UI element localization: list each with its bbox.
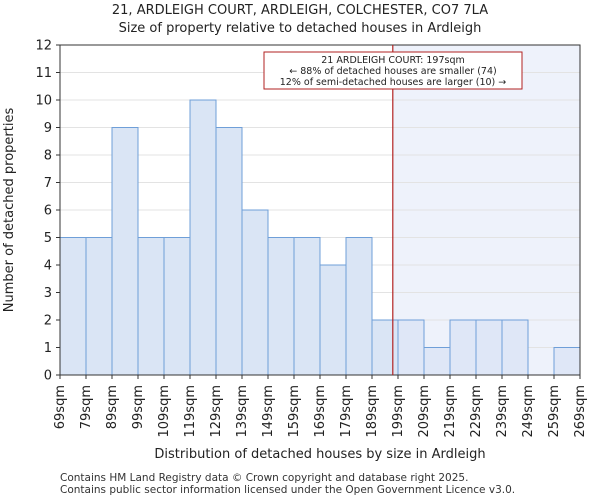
x-tick-label: 69sqm	[53, 385, 68, 429]
x-tick-label: 199sqm	[391, 385, 406, 438]
histogram-bar	[553, 347, 581, 376]
histogram-bar	[137, 237, 165, 376]
histogram-bar	[215, 127, 243, 376]
histogram-bar	[319, 264, 347, 376]
chart-title: 21, ARDLEIGH COURT, ARDLEIGH, COLCHESTER…	[111, 3, 489, 18]
y-tick-label: 8	[44, 149, 52, 164]
x-axis-label: Distribution of detached houses by size …	[154, 447, 485, 462]
chart-subtitle: Size of property relative to detached ho…	[118, 21, 482, 36]
annotation-line: 12% of semi-detached houses are larger (…	[280, 77, 507, 88]
histogram-bar	[163, 237, 191, 376]
y-tick-label: 2	[44, 314, 52, 329]
histogram-bar	[85, 237, 113, 376]
y-tick-label: 1	[44, 341, 52, 356]
histogram-bar	[267, 237, 295, 376]
histogram-bar	[241, 209, 269, 376]
y-tick-label: 9	[44, 121, 52, 136]
x-tick-label: 99sqm	[131, 385, 146, 429]
histogram-bar	[111, 127, 139, 376]
y-tick-label: 3	[44, 286, 52, 301]
x-tick-label: 269sqm	[573, 385, 588, 438]
y-tick-label: 6	[44, 204, 52, 219]
x-tick-label: 149sqm	[261, 385, 276, 438]
x-tick-label: 229sqm	[469, 385, 484, 438]
footer-line-2: Contains public sector information licen…	[60, 484, 516, 496]
annotation-box	[263, 51, 523, 90]
y-tick-label: 7	[44, 176, 52, 191]
x-tick-label: 259sqm	[547, 385, 562, 438]
histogram-bar	[475, 319, 503, 376]
histogram-bar	[345, 237, 373, 376]
x-tick-label: 109sqm	[157, 385, 172, 438]
histogram-bar	[189, 99, 217, 376]
annotation-line: 21 ARDLEIGH COURT: 197sqm	[321, 55, 464, 66]
y-tick-label: 4	[44, 259, 52, 274]
y-tick-label: 10	[35, 94, 52, 109]
x-tick-label: 139sqm	[235, 385, 250, 438]
x-tick-label: 119sqm	[183, 385, 198, 438]
x-tick-label: 79sqm	[79, 385, 94, 429]
annotation-line: ← 88% of detached houses are smaller (74…	[289, 66, 496, 77]
x-tick-label: 89sqm	[105, 385, 120, 429]
x-tick-label: 169sqm	[313, 385, 328, 438]
x-tick-label: 239sqm	[495, 385, 510, 438]
histogram-bar	[59, 237, 87, 376]
y-tick-label: 12	[35, 39, 52, 54]
y-tick-label: 5	[44, 231, 52, 246]
x-tick-label: 159sqm	[287, 385, 302, 438]
histogram-bar	[449, 319, 477, 376]
y-tick-label: 11	[35, 66, 52, 81]
x-tick-label: 179sqm	[339, 385, 354, 438]
x-tick-label: 249sqm	[521, 385, 536, 438]
x-tick-label: 209sqm	[417, 385, 432, 438]
x-tick-label: 219sqm	[443, 385, 458, 438]
footer-line-1: Contains HM Land Registry data © Crown c…	[60, 472, 469, 484]
x-tick-label: 189sqm	[365, 385, 380, 438]
histogram-bar	[371, 319, 399, 376]
y-tick-label: 0	[44, 369, 52, 384]
y-axis-label: Number of detached properties	[2, 108, 17, 313]
histogram-bar	[501, 319, 529, 376]
histogram-bar	[397, 319, 425, 376]
x-tick-label: 129sqm	[209, 385, 224, 438]
histogram-bar	[423, 347, 451, 376]
histogram-bar	[293, 237, 321, 376]
